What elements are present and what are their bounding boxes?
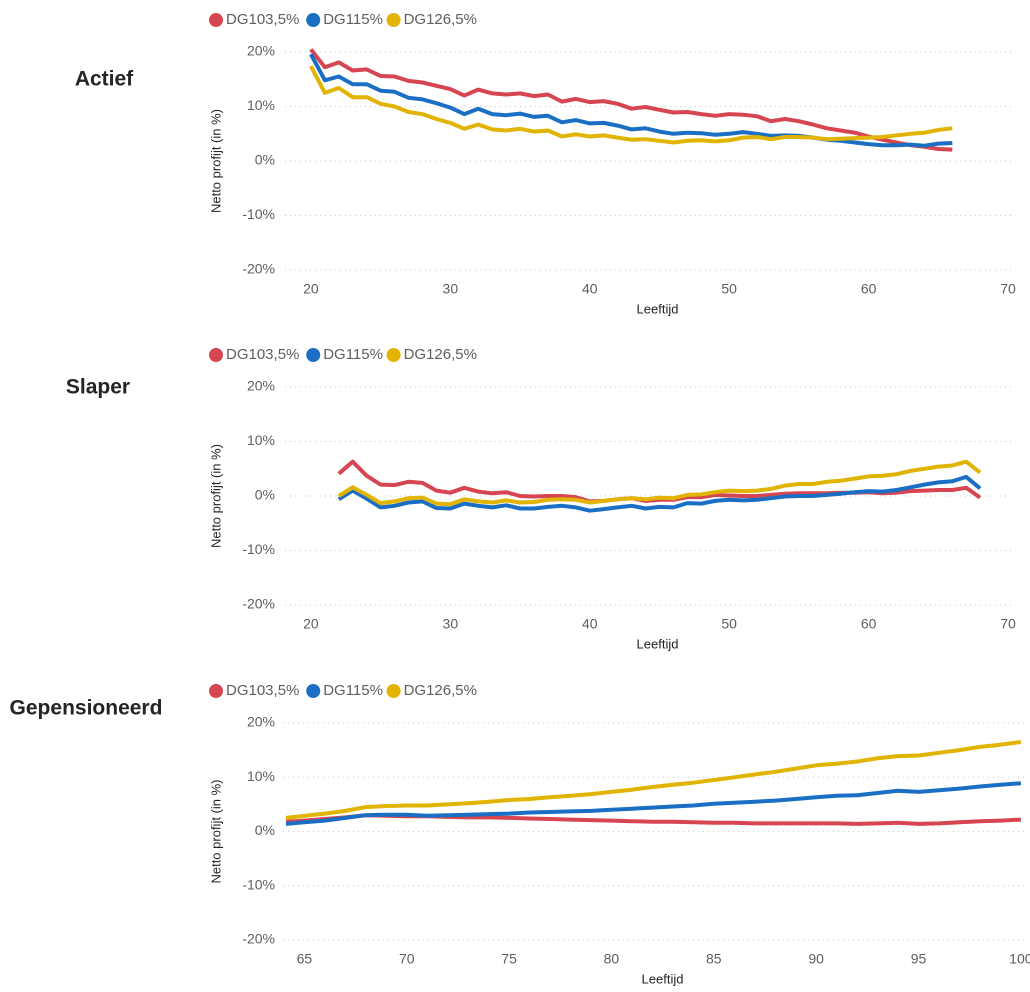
legend-label: DG115% [323, 11, 383, 28]
legend-item-dg103-5: DG103,5% [209, 11, 299, 28]
y-tick-label: 10% [247, 97, 275, 113]
chart-panel-actief: Actief DG103,5% DG115% DG126,5% 20% 10% 0% -10%… [75, 11, 1016, 316]
chart-panel-slaper: Slaper DG103,5% DG115% DG126,5% 20% 10% 0% -10%… [66, 346, 1016, 651]
legend: DG103,5% DG115% DG126,5% [209, 11, 477, 28]
x-tick-label: 40 [582, 281, 598, 297]
legend-label: DG126,5% [404, 682, 477, 699]
x-tick-label: 75 [501, 951, 517, 967]
legend-item-dg103-5: DG103,5% [209, 346, 299, 363]
y-tick-label: -20% [242, 931, 275, 947]
y-axis-title: Netto profijt (in %) [208, 109, 223, 213]
legend-marker [306, 13, 321, 27]
x-tick-label: 65 [297, 951, 313, 967]
y-tick-label: 20% [247, 378, 275, 394]
series-line-dg126-5 [337, 459, 982, 507]
x-tick-label: 50 [721, 616, 737, 632]
chart-title: Slaper [66, 376, 130, 399]
x-tick-label: 20 [303, 281, 319, 297]
legend-marker [209, 684, 223, 698]
chart-title: Gepensioneerd [10, 697, 163, 720]
series-line-dg103-5 [309, 48, 953, 152]
legend-item-dg115: DG115% [306, 11, 383, 28]
x-tick-label: 95 [911, 951, 927, 967]
legend-marker [209, 13, 223, 27]
x-tick-label: 50 [721, 281, 737, 297]
legend-item-dg103-5: DG103,5% [209, 682, 299, 699]
series-line-dg115 [309, 53, 953, 148]
y-tick-label: 0% [255, 822, 275, 838]
x-tick-label: 70 [1000, 616, 1016, 632]
series-line-dg126-5 [285, 740, 1022, 820]
y-tick-label: -20% [242, 596, 275, 612]
y-tick-label: -10% [242, 541, 275, 557]
y-tick-label: -10% [242, 206, 275, 222]
x-tick-label: 80 [604, 951, 620, 967]
x-tick-label: 60 [861, 616, 877, 632]
x-tick-label: 70 [399, 951, 415, 967]
legend-label: DG103,5% [226, 346, 299, 363]
legend-item-dg115: DG115% [306, 346, 383, 363]
x-axis-title: Leeftijd [637, 636, 679, 651]
y-tick-label: 20% [247, 714, 275, 730]
x-tick-label: 40 [582, 616, 598, 632]
series-line-dg103-5 [337, 459, 982, 504]
legend-item-dg126-5: DG126,5% [386, 346, 477, 363]
y-tick-label: 10% [247, 432, 275, 448]
y-tick-label: 10% [247, 768, 275, 784]
legend-label: DG126,5% [404, 11, 477, 28]
x-tick-label: 60 [861, 281, 877, 297]
x-tick-label: 100 [1009, 951, 1030, 967]
y-axis-title: Netto profijt (in %) [208, 444, 223, 548]
legend-label: DG103,5% [226, 682, 299, 699]
chart-panel-gepensioneerd: Gepensioneerd DG103,5% DG115% DG126,5% 20% 10… [10, 682, 1030, 986]
x-tick-label: 30 [443, 281, 459, 297]
legend-item-dg126-5: DG126,5% [386, 682, 477, 699]
x-tick-label: 85 [706, 951, 722, 967]
x-tick-label: 30 [443, 616, 459, 632]
legend-marker [386, 684, 401, 698]
legend-label: DG103,5% [226, 11, 299, 28]
legend-label: DG115% [323, 346, 383, 363]
y-tick-label: 0% [255, 487, 275, 503]
y-tick-label: -10% [242, 876, 275, 892]
x-tick-label: 70 [1000, 281, 1016, 297]
legend-item-dg126-5: DG126,5% [386, 11, 477, 28]
legend-item-dg115: DG115% [306, 682, 383, 699]
legend-marker [306, 684, 321, 698]
chart-title: Actief [75, 68, 134, 91]
x-axis-title: Leeftijd [637, 301, 679, 316]
legend: DG103,5% DG115% DG126,5% [209, 346, 477, 363]
x-axis-title: Leeftijd [642, 971, 684, 986]
legend-marker [386, 348, 401, 362]
legend-marker [209, 348, 223, 362]
legend-label: DG115% [323, 682, 383, 699]
y-tick-label: -20% [242, 261, 275, 277]
y-tick-label: 20% [247, 43, 275, 59]
series-line-dg115 [285, 781, 1022, 826]
y-tick-label: 0% [255, 152, 275, 168]
legend-marker [306, 348, 321, 362]
x-tick-label: 90 [808, 951, 824, 967]
legend-marker [386, 13, 401, 27]
series-line-dg126-5 [309, 65, 953, 145]
legend: DG103,5% DG115% DG126,5% [209, 682, 477, 699]
series-line-dg115 [337, 474, 982, 513]
legend-label: DG126,5% [404, 346, 477, 363]
x-tick-label: 20 [303, 616, 319, 632]
y-axis-title: Netto profijt (in %) [208, 779, 223, 883]
